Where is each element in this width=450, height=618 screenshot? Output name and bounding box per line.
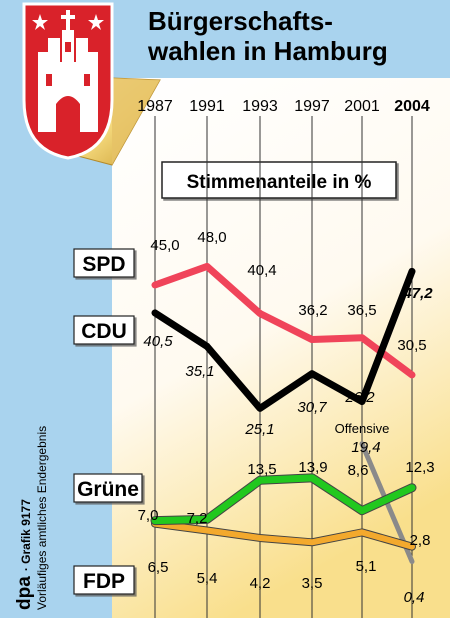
value-label-grüne-3: 13,9: [298, 459, 327, 476]
value-label-offensive-0: 19,4: [351, 439, 380, 456]
value-label-cdu-5: 47,2: [402, 285, 433, 302]
value-label-spd-1: 48,0: [197, 229, 226, 246]
title-line-2: wahlen in Hamburg: [147, 36, 388, 66]
value-label-grüne-0: 7,0: [138, 507, 159, 524]
legend-label-grüne: Grüne: [77, 478, 139, 501]
hamburg-coat-of-arms-icon: [22, 2, 114, 160]
value-label-spd-2: 40,4: [247, 262, 276, 279]
year-label-2001: 2001: [344, 98, 380, 115]
value-label-spd-0: 45,0: [150, 237, 179, 254]
chart-title: Bürgerschafts- wahlen in Hamburg: [147, 6, 388, 66]
legend-tag-cdu: CDU: [73, 315, 135, 345]
value-label-spd-3: 36,2: [298, 302, 327, 319]
value-label-grüne-1: 7,2: [187, 510, 208, 527]
year-label-1997: 1997: [294, 98, 330, 115]
credit-agency: dpa: [14, 576, 35, 610]
value-label-offensive-1: 0,4: [404, 589, 425, 606]
series-line-fdp: [152, 520, 415, 550]
credit-number: · Grafik 9177: [19, 499, 33, 571]
series-line-grüne: [151, 474, 416, 525]
year-gridlines: [154, 116, 413, 618]
value-label-fdp-5: 2,8: [410, 532, 431, 549]
value-label-fdp-0: 6,5: [148, 559, 169, 576]
annotation-label-offensive: Offensive: [335, 421, 390, 436]
paper-fold-shade: [112, 78, 160, 165]
party-legend: SPD CDU Grüne FDP: [73, 248, 143, 595]
value-label-grüne-2: 13,5: [247, 461, 276, 478]
value-label-spd-5: 30,5: [397, 337, 426, 354]
value-labels: 45,0 48,0 40,4 36,2 36,5 30,5 40,5 35,1 25,1 30,7…: [138, 229, 435, 606]
legend-label-cdu: CDU: [81, 320, 127, 343]
year-label-2004: 2004: [394, 98, 430, 115]
value-label-cdu-0: 40,5: [143, 333, 173, 350]
value-label-grüne-4: 8,6: [348, 462, 369, 479]
series-lines: [150, 262, 417, 565]
legend-label-spd: SPD: [82, 253, 125, 276]
value-label-fdp-2: 4,2: [250, 575, 271, 592]
value-label-cdu-1: 35,1: [185, 363, 214, 380]
credit-line: dpa · Grafik 9177: [14, 499, 35, 610]
value-label-cdu-3: 30,7: [297, 399, 327, 416]
value-label-spd-4: 36,5: [347, 302, 376, 319]
value-label-fdp-1: 5,4: [197, 570, 218, 587]
chart-subtitle: Stimmenanteile in %: [187, 172, 372, 193]
legend-label-fdp: FDP: [83, 570, 125, 593]
value-label-fdp-3: 3,5: [302, 575, 323, 592]
year-label-1987: 1987: [137, 98, 173, 115]
legend-tag-grüne: Grüne: [73, 473, 143, 503]
year-label-1993: 1993: [242, 98, 278, 115]
subtitle-box: Stimmenanteile in %: [161, 161, 397, 199]
value-label-grüne-5: 12,3: [405, 459, 434, 476]
series-line-cdu: [151, 267, 416, 412]
year-labels: 1987 1991 1993 1997 2001 2004: [137, 98, 430, 115]
credit-note: Vorläufiges amtliches Endergebnis: [35, 426, 49, 610]
legend-tag-spd: SPD: [73, 248, 135, 278]
series-line-spd: [151, 262, 416, 379]
value-label-fdp-4: 5,1: [356, 558, 377, 575]
title-line-1: Bürgerschafts-: [148, 6, 333, 36]
legend-tag-fdp: FDP: [73, 565, 135, 595]
year-label-1991: 1991: [189, 98, 225, 115]
value-label-cdu-2: 25,1: [244, 421, 274, 438]
value-label-cdu-4: 26,2: [344, 389, 375, 406]
